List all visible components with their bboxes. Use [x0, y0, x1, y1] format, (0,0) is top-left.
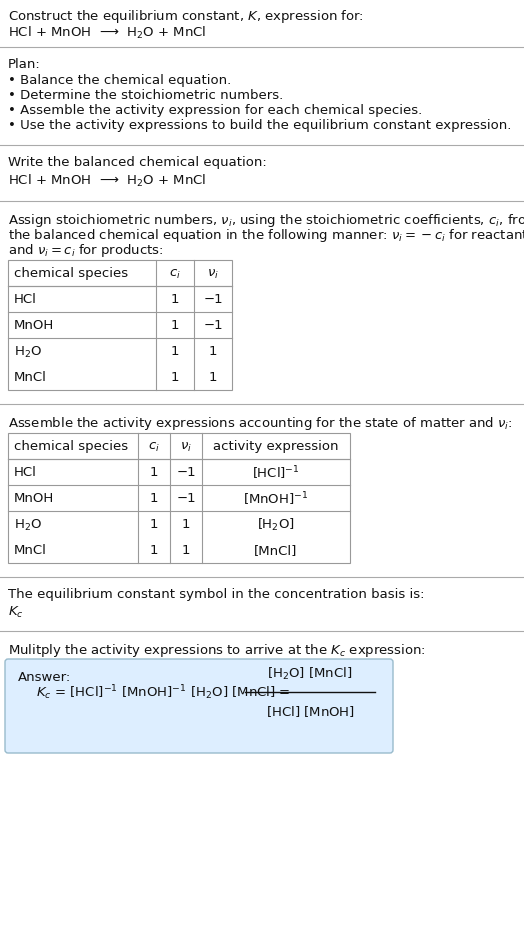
Text: The equilibrium constant symbol in the concentration basis is:: The equilibrium constant symbol in the c…	[8, 587, 424, 600]
Text: and $\nu_i = c_i$ for products:: and $\nu_i = c_i$ for products:	[8, 242, 163, 259]
Text: $c_i$: $c_i$	[148, 440, 160, 453]
Text: −1: −1	[203, 294, 223, 306]
Text: 1: 1	[182, 544, 190, 557]
Text: 1: 1	[150, 466, 158, 479]
FancyBboxPatch shape	[5, 659, 393, 753]
Text: $\nu_i$: $\nu_i$	[207, 267, 219, 280]
Text: $K_c$: $K_c$	[8, 604, 24, 619]
Text: −1: −1	[176, 466, 196, 479]
Text: 1: 1	[150, 544, 158, 557]
Text: $[\mathrm{HCl}]$ $[\mathrm{MnOH}]$: $[\mathrm{HCl}]$ $[\mathrm{MnOH}]$	[266, 703, 354, 718]
Text: HCl: HCl	[14, 294, 37, 306]
Text: • Balance the chemical equation.: • Balance the chemical equation.	[8, 74, 231, 87]
Text: HCl + MnOH  ⟶  H$_2$O + MnCl: HCl + MnOH ⟶ H$_2$O + MnCl	[8, 25, 206, 41]
Text: H$_2$O: H$_2$O	[14, 517, 42, 532]
Text: 1: 1	[182, 518, 190, 531]
Text: the balanced chemical equation in the following manner: $\nu_i = -c_i$ for react: the balanced chemical equation in the fo…	[8, 227, 524, 244]
Text: 1: 1	[150, 492, 158, 505]
Text: $c_i$: $c_i$	[169, 267, 181, 280]
Text: 1: 1	[150, 518, 158, 531]
Text: $[\mathrm{H_2O}]$ $[\mathrm{MnCl}]$: $[\mathrm{H_2O}]$ $[\mathrm{MnCl}]$	[267, 666, 353, 682]
Text: Mulitply the activity expressions to arrive at the $K_c$ expression:: Mulitply the activity expressions to arr…	[8, 641, 426, 658]
Text: $K_c$ = $[\mathrm{HCl}]^{-1}$ $[\mathrm{MnOH}]^{-1}$ $[\mathrm{H_2O}]$ $[\mathrm: $K_c$ = $[\mathrm{HCl}]^{-1}$ $[\mathrm{…	[36, 683, 290, 701]
Text: Plan:: Plan:	[8, 58, 41, 71]
Bar	[8, 261, 232, 391]
Text: 1: 1	[171, 319, 179, 332]
Text: MnCl: MnCl	[14, 371, 47, 384]
Text: Assemble the activity expressions accounting for the state of matter and $\nu_i$: Assemble the activity expressions accoun…	[8, 414, 512, 431]
Text: [MnCl]: [MnCl]	[254, 544, 298, 557]
Text: Construct the equilibrium constant, $K$, expression for:: Construct the equilibrium constant, $K$,…	[8, 8, 364, 25]
Text: 1: 1	[171, 346, 179, 358]
Text: chemical species: chemical species	[14, 267, 128, 280]
Text: HCl: HCl	[14, 466, 37, 479]
Text: H$_2$O: H$_2$O	[14, 344, 42, 359]
Text: MnOH: MnOH	[14, 492, 54, 505]
Text: chemical species: chemical species	[14, 440, 128, 453]
Text: Assign stoichiometric numbers, $\nu_i$, using the stoichiometric coefficients, $: Assign stoichiometric numbers, $\nu_i$, …	[8, 211, 524, 228]
Text: HCl + MnOH  ⟶  H$_2$O + MnCl: HCl + MnOH ⟶ H$_2$O + MnCl	[8, 173, 206, 189]
Bar	[8, 433, 350, 564]
Text: 1: 1	[209, 346, 217, 358]
Text: • Determine the stoichiometric numbers.: • Determine the stoichiometric numbers.	[8, 89, 283, 102]
Text: −1: −1	[176, 492, 196, 505]
Text: [H$_2$O]: [H$_2$O]	[257, 516, 295, 532]
Text: [MnOH]$^{-1}$: [MnOH]$^{-1}$	[243, 490, 309, 507]
Text: 1: 1	[171, 294, 179, 306]
Text: • Assemble the activity expression for each chemical species.: • Assemble the activity expression for e…	[8, 104, 422, 117]
Text: MnOH: MnOH	[14, 319, 54, 332]
Text: Write the balanced chemical equation:: Write the balanced chemical equation:	[8, 156, 267, 169]
Text: [HCl]$^{-1}$: [HCl]$^{-1}$	[252, 464, 300, 481]
Text: • Use the activity expressions to build the equilibrium constant expression.: • Use the activity expressions to build …	[8, 119, 511, 132]
Text: −1: −1	[203, 319, 223, 332]
Text: activity expression: activity expression	[213, 440, 339, 453]
Text: 1: 1	[171, 371, 179, 384]
Text: MnCl: MnCl	[14, 544, 47, 557]
Text: $\nu_i$: $\nu_i$	[180, 440, 192, 453]
Text: 1: 1	[209, 371, 217, 384]
Text: Answer:: Answer:	[18, 670, 71, 683]
